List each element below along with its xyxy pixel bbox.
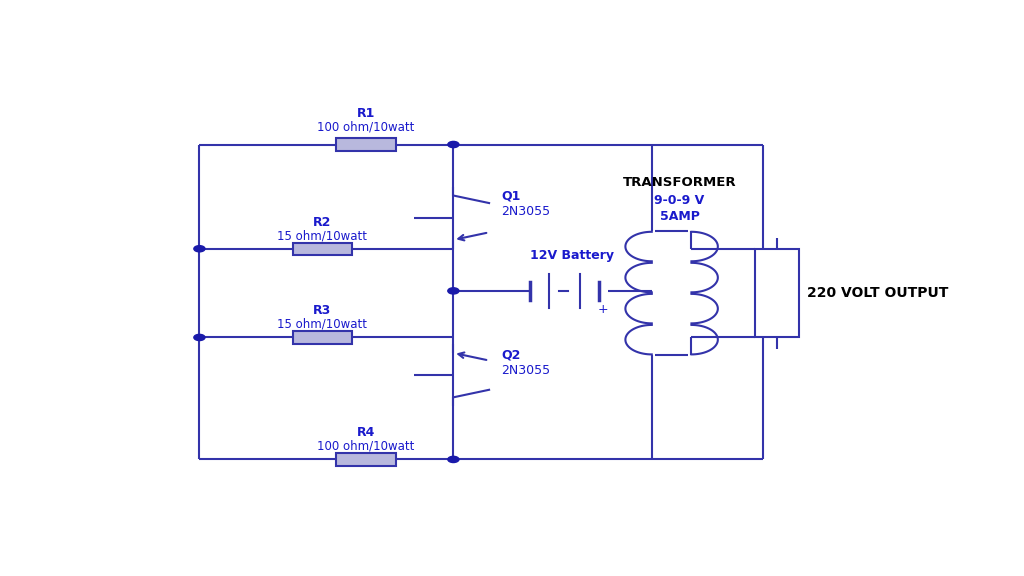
Text: +: + — [598, 303, 608, 316]
Bar — [293, 331, 352, 344]
Bar — [755, 249, 799, 338]
Text: TRANSFORMER: TRANSFORMER — [623, 176, 736, 189]
Bar — [336, 138, 396, 151]
Text: 100 ohm/10watt: 100 ohm/10watt — [317, 120, 415, 134]
Text: R1: R1 — [357, 107, 375, 120]
Text: Q2: Q2 — [501, 348, 520, 362]
Text: R3: R3 — [313, 305, 332, 317]
Text: R2: R2 — [313, 216, 332, 229]
Text: 9-0-9 V: 9-0-9 V — [654, 194, 705, 207]
Circle shape — [447, 288, 459, 294]
Text: Q1: Q1 — [501, 189, 520, 202]
Text: 2N3055: 2N3055 — [501, 204, 550, 218]
Bar — [336, 453, 396, 465]
Text: R4: R4 — [357, 426, 375, 439]
Text: 100 ohm/10watt: 100 ohm/10watt — [317, 439, 415, 453]
Text: 5AMP: 5AMP — [659, 210, 699, 223]
Circle shape — [194, 334, 205, 340]
Text: 220 VOLT OUTPUT: 220 VOLT OUTPUT — [807, 286, 948, 300]
Bar — [293, 242, 352, 255]
Text: 12V Battery: 12V Battery — [530, 249, 614, 262]
Text: 15 ohm/10watt: 15 ohm/10watt — [278, 229, 368, 242]
Circle shape — [194, 245, 205, 252]
Text: 2N3055: 2N3055 — [501, 364, 550, 377]
Text: 15 ohm/10watt: 15 ohm/10watt — [278, 318, 368, 331]
Circle shape — [447, 142, 459, 147]
Circle shape — [447, 456, 459, 463]
